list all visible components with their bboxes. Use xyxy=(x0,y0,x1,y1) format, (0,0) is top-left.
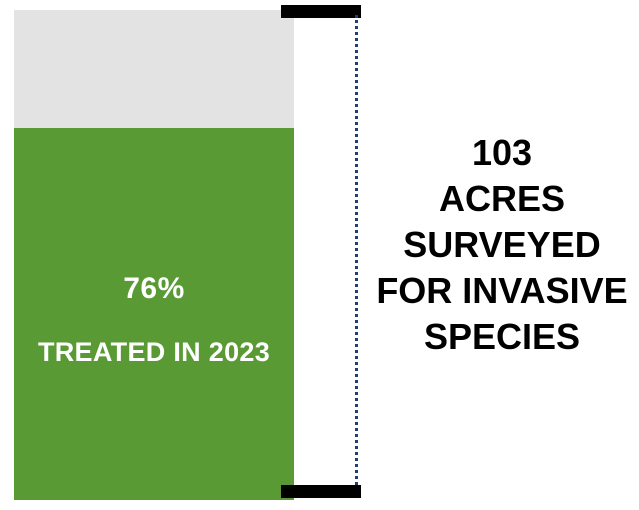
treated-percent-label: 76% xyxy=(123,272,185,305)
annotation-line-acres: ACRES xyxy=(438,178,566,219)
annotation-line-for-invasive: FOR INVASIVE xyxy=(376,270,628,311)
total-acres-value: 103 xyxy=(471,132,533,173)
annotation-line-species: SPECIES xyxy=(423,316,581,357)
total-acres-annotation: 103 ACRES SURVEYED FOR INVASIVE SPECIES xyxy=(372,130,632,360)
annotation-line-surveyed: SURVEYED xyxy=(403,224,601,265)
bracket-dotted-line xyxy=(355,15,358,490)
treated-bar-segment xyxy=(14,128,294,500)
treated-year-label: TREATED IN 2023 xyxy=(37,337,271,367)
bracket-top-cap xyxy=(281,5,361,18)
bracket-bottom-cap xyxy=(281,485,361,498)
